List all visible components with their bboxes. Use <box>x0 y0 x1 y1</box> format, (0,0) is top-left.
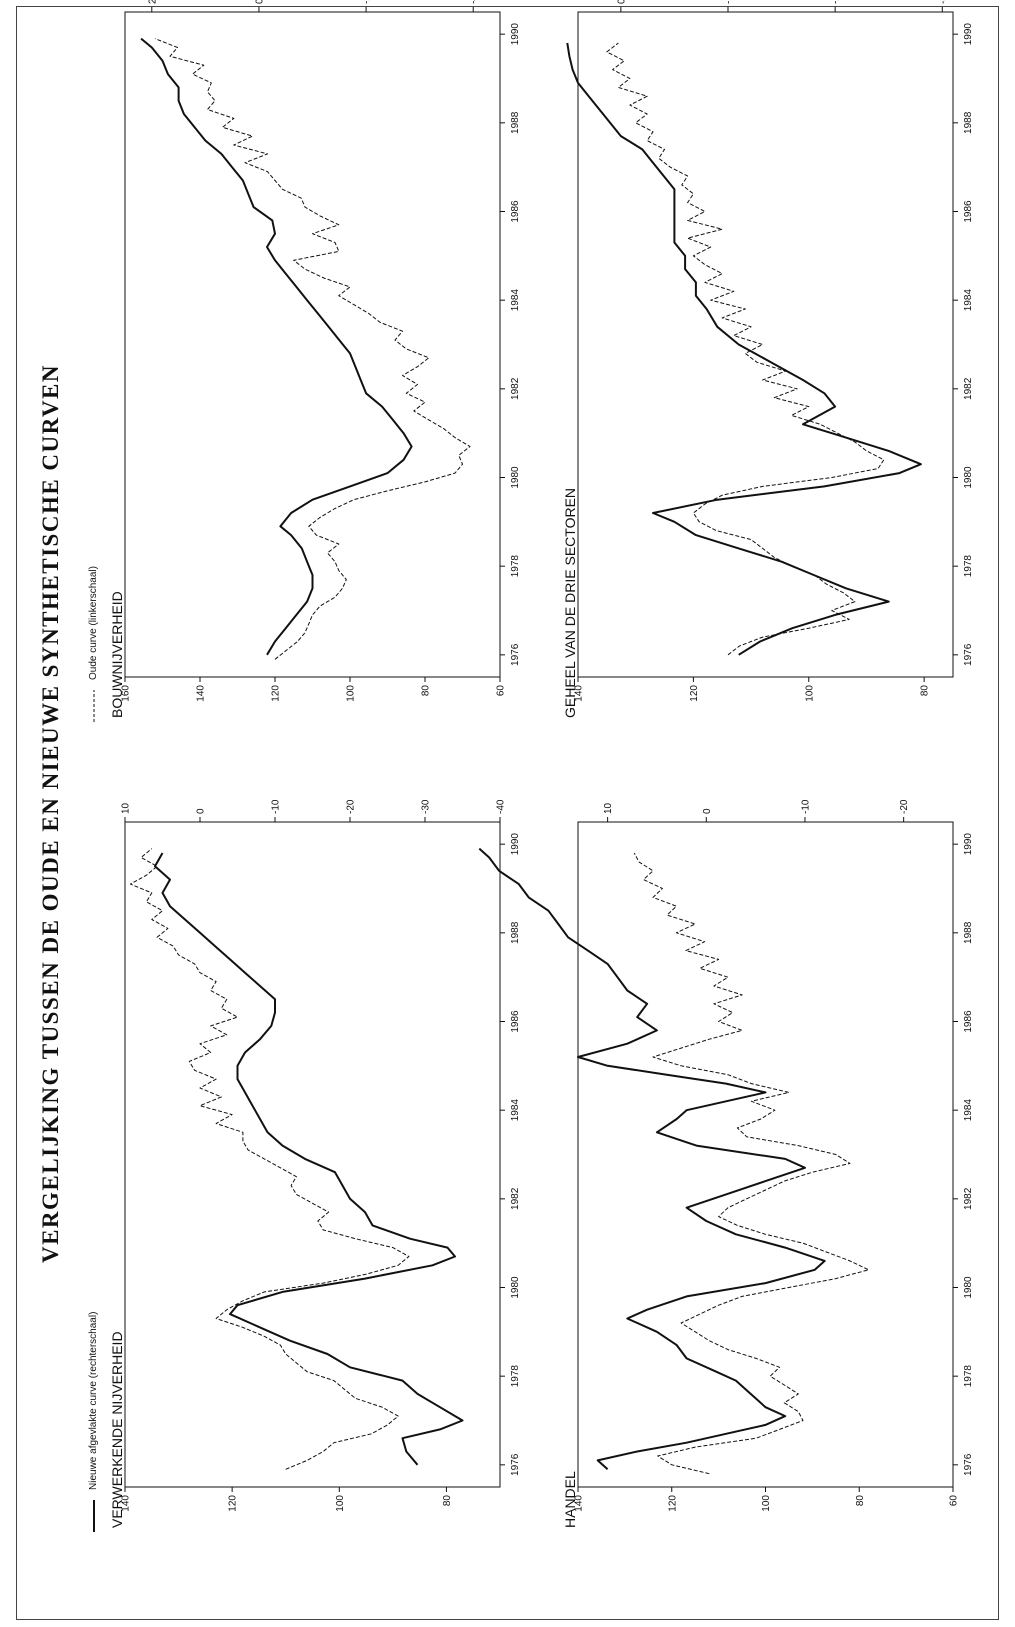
x-tick-label: 1978 <box>510 1365 521 1388</box>
chart-svg: 1976 1978 1980 1982 1984 1986 1988 1990 80 100 120… <box>566 0 974 702</box>
series-line-new <box>478 847 826 1471</box>
x-tick-label: 1976 <box>963 643 974 666</box>
legend-new-curve: Nieuwe afgevlakte curve (rechterschaal) <box>88 1312 99 1532</box>
x-tick-label: 1990 <box>510 23 521 46</box>
panel-geheel-van-de-drie-sectoren: GEHEEL VAN DE DRIE SECTOREN 1976 1978 1980… <box>562 0 983 722</box>
right-tick-label: -10 <box>800 799 811 814</box>
x-tick-label: 1980 <box>510 466 521 489</box>
right-tick-label: 0 <box>254 0 265 4</box>
x-tick-label: 1984 <box>510 1099 521 1122</box>
right-tick-label: 10 <box>603 802 614 814</box>
x-tick-label: 1978 <box>510 555 521 578</box>
left-tick-label: 140 <box>574 685 585 702</box>
series-line-old <box>606 42 885 656</box>
legend-dashed-line-icon <box>93 690 94 722</box>
left-tick-label: 80 <box>421 685 432 697</box>
left-tick-label: 100 <box>804 685 815 702</box>
plot-frame <box>124 821 501 1488</box>
right-tick-label: 0 <box>196 808 207 814</box>
x-tick-label: 1982 <box>963 1187 974 1210</box>
chart-svg: 1976197819801982198419861988199060801001… <box>478 799 974 1512</box>
left-tick-label: 140 <box>121 1495 132 1512</box>
legend-solid-line-icon <box>92 1500 95 1532</box>
x-tick-label: 1988 <box>510 921 521 944</box>
right-tick-label: -20 <box>831 0 842 4</box>
x-tick-label: 1988 <box>510 111 521 134</box>
right-tick-label: -20 <box>346 799 357 814</box>
x-tick-label: 1978 <box>963 1365 974 1388</box>
legend-old-curve: Oude curve (linkerschaal) <box>88 566 99 722</box>
left-tick-label: 60 <box>949 1495 960 1507</box>
panel-bouwnijverheid: BOUWNIJVERHEID 1976 1978 1980 1982 1984 1986 1… <box>109 0 530 722</box>
chart-svg: 1976 1978 1980 1982 1984 1986 1988 1990 60 80 100 1… <box>121 0 522 702</box>
x-tick-label: 1982 <box>510 377 521 400</box>
left-tick-label: 140 <box>574 1495 585 1512</box>
left-tick-label: 120 <box>228 1495 239 1512</box>
right-tick-label: -20 <box>899 799 910 814</box>
x-tick-label: 1976 <box>510 643 521 666</box>
panel-title: GEHEEL VAN DE DRIE SECTOREN <box>562 487 578 718</box>
series-line-old <box>154 38 471 660</box>
x-tick-label: 1980 <box>963 1276 974 1299</box>
left-tick-label: 160 <box>121 685 132 702</box>
right-tick-label: -40 <box>469 0 480 4</box>
series-line-old <box>129 848 410 1470</box>
x-tick-label: 1982 <box>510 1187 521 1210</box>
x-tick-label: 1988 <box>963 111 974 134</box>
x-tick-label: 1988 <box>963 921 974 944</box>
series-line-old <box>633 852 870 1475</box>
left-tick-label: 100 <box>335 1495 346 1512</box>
plot-frame <box>577 11 954 678</box>
plot-frame <box>577 821 954 1488</box>
panel-handel: HANDEL 1976 1978 1980 1982 1984 1986 1988 1990 6… <box>478 787 983 1532</box>
x-tick-label: 1990 <box>963 23 974 46</box>
right-tick-label: -20 <box>362 0 373 4</box>
left-tick-label: 80 <box>855 1495 866 1507</box>
right-tick-label: 0 <box>616 0 627 4</box>
x-tick-label: 1982 <box>963 377 974 400</box>
x-tick-label: 1986 <box>963 200 974 223</box>
page-frame <box>16 6 999 1620</box>
right-tick-label: 10 <box>121 802 132 814</box>
right-tick-label: 0 <box>702 808 713 814</box>
right-tick-label: -10 <box>271 799 282 814</box>
left-tick-label: 100 <box>761 1495 772 1512</box>
right-tick-label: -30 <box>938 0 949 4</box>
left-tick-label: 120 <box>667 1495 678 1512</box>
left-tick-label: 120 <box>689 685 700 702</box>
right-tick-label: -10 <box>724 0 735 4</box>
x-tick-label: 1986 <box>510 200 521 223</box>
series-line-new <box>154 852 464 1466</box>
left-tick-label: 120 <box>271 685 282 702</box>
x-tick-label: 1984 <box>963 289 974 312</box>
series-line-new <box>566 42 922 656</box>
series-line-new <box>140 37 413 656</box>
x-tick-label: 1986 <box>510 1010 521 1033</box>
page-title: VERGELIJKING TUSSEN DE OUDE EN NIEUWE SY… <box>38 363 63 1264</box>
legend-new-label: Nieuwe afgevlakte curve (rechterschaal) <box>88 1311 99 1490</box>
panel-verwerkende-nijverheid: VERWERKENDE NIJVERHEID 1976 1978 1980 1982 1… <box>109 787 530 1532</box>
x-tick-label: 1984 <box>963 1099 974 1122</box>
x-tick-label: 1976 <box>510 1453 521 1476</box>
x-tick-label: 1986 <box>963 1010 974 1033</box>
plot-frame <box>124 11 501 678</box>
right-tick-label: -40 <box>496 799 507 814</box>
left-tick-label: 80 <box>442 1495 453 1507</box>
right-tick-label: -30 <box>421 799 432 814</box>
left-tick-label: 140 <box>196 685 207 702</box>
x-tick-label: 1978 <box>963 555 974 578</box>
x-tick-label: 1980 <box>510 1276 521 1299</box>
left-tick-label: 60 <box>496 685 507 697</box>
x-tick-label: 1990 <box>510 833 521 856</box>
right-tick-label: 20 <box>147 0 158 4</box>
left-tick-label: 80 <box>920 685 931 697</box>
x-tick-label: 1990 <box>963 833 974 856</box>
legend-old-label: Oude curve (linkerschaal) <box>88 566 99 680</box>
left-tick-label: 100 <box>346 685 357 702</box>
x-tick-label: 1976 <box>963 1453 974 1476</box>
chart-svg: 1976197819801982198419861988199080100120… <box>121 799 522 1512</box>
x-tick-label: 1980 <box>963 466 974 489</box>
x-tick-label: 1984 <box>510 289 521 312</box>
